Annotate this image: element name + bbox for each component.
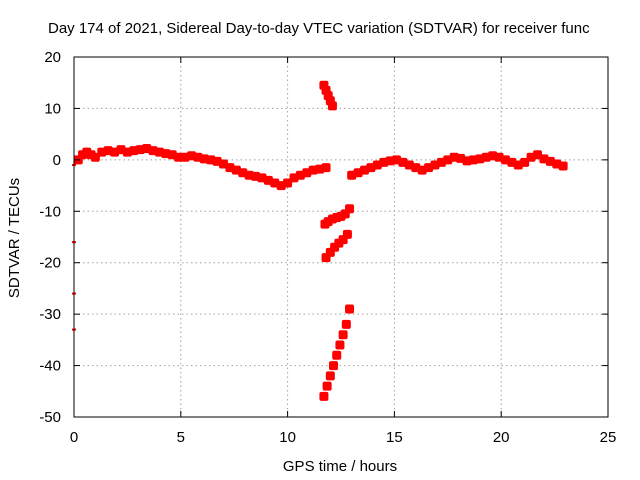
data-point xyxy=(345,304,355,314)
y-tick-label: -10 xyxy=(39,203,61,220)
x-tick-label: 0 xyxy=(70,429,78,446)
data-point xyxy=(325,371,335,381)
data-point xyxy=(345,204,355,214)
data-point xyxy=(329,361,339,371)
chart-title: Day 174 of 2021, Sidereal Day-to-day VTE… xyxy=(48,20,590,37)
y-tick-label: 0 xyxy=(53,152,61,169)
x-tick-label: 25 xyxy=(600,429,617,446)
y-axis-label: SDTVAR / TECUs xyxy=(6,178,23,298)
data-point xyxy=(322,381,332,391)
y-tick-label: -30 xyxy=(39,306,61,323)
data-point xyxy=(321,163,331,173)
data-point xyxy=(558,161,568,171)
y-tick-label: 10 xyxy=(44,100,61,117)
x-tick-label: 15 xyxy=(386,429,403,446)
data-point xyxy=(338,330,348,340)
data-points xyxy=(72,80,568,401)
axes: 0 5 10 15 20 25 20 10 0 -10 -20 -30 -40 -50 xyxy=(39,49,616,446)
plot-frame xyxy=(73,56,609,418)
x-tick-label: 20 xyxy=(493,429,510,446)
data-point xyxy=(341,319,351,329)
x-axis-label: GPS time / hours xyxy=(283,458,397,475)
data-point xyxy=(319,391,329,401)
x-tick-label: 10 xyxy=(279,429,296,446)
data-point xyxy=(327,101,337,111)
x-tick-label: 5 xyxy=(177,429,185,446)
y-tick-label: 20 xyxy=(44,49,61,66)
y-tick-label: -50 xyxy=(39,409,61,426)
y-tick-label: -40 xyxy=(39,358,61,375)
data-point xyxy=(332,350,342,360)
y-tick-label: -20 xyxy=(39,255,61,272)
data-point xyxy=(335,340,345,350)
data-point xyxy=(342,229,352,239)
